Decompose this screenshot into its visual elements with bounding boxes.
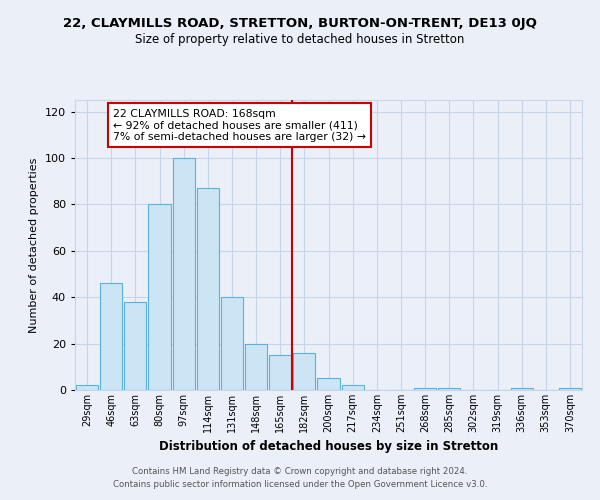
Text: 22, CLAYMILLS ROAD, STRETTON, BURTON-ON-TRENT, DE13 0JQ: 22, CLAYMILLS ROAD, STRETTON, BURTON-ON-… bbox=[63, 18, 537, 30]
Bar bbox=[438, 388, 460, 390]
Text: 22 CLAYMILLS ROAD: 168sqm
← 92% of detached houses are smaller (411)
7% of semi-: 22 CLAYMILLS ROAD: 168sqm ← 92% of detac… bbox=[113, 108, 366, 142]
Bar bbox=[197, 188, 219, 390]
Bar bbox=[414, 388, 436, 390]
Bar bbox=[341, 386, 364, 390]
Bar bbox=[269, 355, 292, 390]
Bar bbox=[511, 388, 533, 390]
Bar bbox=[293, 353, 316, 390]
Bar bbox=[317, 378, 340, 390]
Y-axis label: Number of detached properties: Number of detached properties bbox=[29, 158, 39, 332]
Bar bbox=[124, 302, 146, 390]
Text: Size of property relative to detached houses in Stretton: Size of property relative to detached ho… bbox=[136, 32, 464, 46]
Bar bbox=[76, 386, 98, 390]
Bar bbox=[221, 297, 243, 390]
Bar bbox=[245, 344, 267, 390]
Text: Contains HM Land Registry data © Crown copyright and database right 2024.: Contains HM Land Registry data © Crown c… bbox=[132, 467, 468, 476]
Text: Contains public sector information licensed under the Open Government Licence v3: Contains public sector information licen… bbox=[113, 480, 487, 489]
Bar bbox=[100, 284, 122, 390]
Bar bbox=[148, 204, 170, 390]
Bar bbox=[173, 158, 195, 390]
Bar bbox=[559, 388, 581, 390]
X-axis label: Distribution of detached houses by size in Stretton: Distribution of detached houses by size … bbox=[159, 440, 498, 454]
